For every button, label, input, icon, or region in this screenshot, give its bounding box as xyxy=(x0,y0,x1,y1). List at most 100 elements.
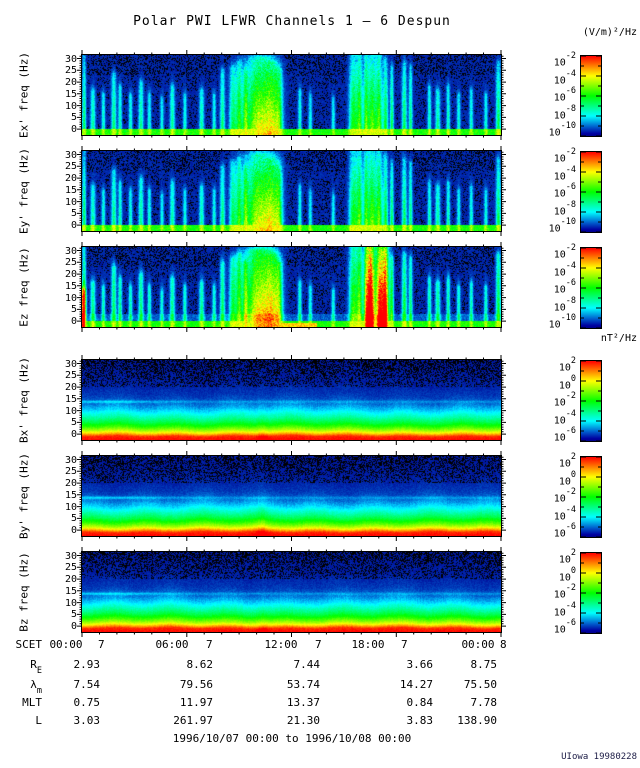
axis-frame-bz xyxy=(77,547,506,637)
colorbar-label-ey-4: 10-10 xyxy=(528,217,576,235)
colorbar-bx xyxy=(580,360,602,442)
colorbar-label-ez-2: 10-6 xyxy=(528,278,576,295)
y-tick-label-bz-10: 10 xyxy=(64,597,77,609)
y-tick-label-ez-0: 0 xyxy=(70,316,77,328)
colorbar-label-exponent: -4 xyxy=(565,408,576,419)
ephemeris-value-0-1: 8.62 xyxy=(186,658,214,671)
scet-time-2: 12:00 xyxy=(264,638,298,651)
y-tick-label-bx-25: 25 xyxy=(64,370,77,382)
scet-time-0: 00:00 xyxy=(49,638,83,651)
ephemeris-value-1-1: 79.56 xyxy=(179,678,213,691)
ephemeris-value-2-2: 13.37 xyxy=(286,696,320,709)
ephemeris-value-0-2: 7.44 xyxy=(293,658,321,671)
ephemeris-value-3-3: 3.83 xyxy=(406,714,434,727)
colorbar-bz xyxy=(580,552,602,634)
colorbar-label-base: 10 xyxy=(553,266,566,278)
colorbar-label-base: 10 xyxy=(553,57,566,69)
scet-day-3: 7 xyxy=(401,638,408,651)
colorbar-label-base: 10 xyxy=(553,432,566,444)
ephemeris-value-1-4: 75.50 xyxy=(463,678,497,691)
y-tick-label-ey-25: 25 xyxy=(64,161,77,173)
colorbar-ticks-ez xyxy=(581,248,601,328)
colorbar-label-bz-0: 102 xyxy=(528,548,576,565)
y-tick-label-bz-15: 15 xyxy=(64,585,77,597)
ephemeris-row-label-2: MLT xyxy=(0,696,42,709)
ephemeris-value-2-1: 11.97 xyxy=(179,696,213,709)
colorbar-label-base: 10 xyxy=(553,589,566,601)
colorbar-label-exponent: -8 xyxy=(565,199,576,210)
colorbar-label-base: 10 xyxy=(553,397,566,409)
colorbar-label-exponent: 2 xyxy=(570,452,576,462)
colorbar-label-base: 10 xyxy=(558,475,571,487)
row-label-text: MLT xyxy=(22,696,42,709)
y-tick-label-bz-0: 0 xyxy=(70,621,77,633)
ephemeris-value-2-4: 7.78 xyxy=(470,696,498,709)
colorbar-label-base: 10 xyxy=(553,493,566,505)
y-tick-label-ey-5: 5 xyxy=(70,208,77,220)
colorbar-label-by-0: 102 xyxy=(528,452,576,469)
colorbar-label-exponent: -2 xyxy=(565,51,576,61)
colorbar-label-exponent: -8 xyxy=(565,295,576,306)
colorbar-label-ez-4: 10-10 xyxy=(528,313,576,330)
colorbar-label-base: 10 xyxy=(558,379,571,391)
y-tick-label-ez-5: 5 xyxy=(70,304,77,316)
colorbar-label-bx-0: 102 xyxy=(528,356,576,374)
colorbar-label-base: 10 xyxy=(553,170,566,182)
spectrogram-canvas-ex xyxy=(82,55,501,135)
colorbar-label-ey-2: 10-6 xyxy=(528,182,576,199)
colorbar-label-exponent: -4 xyxy=(565,260,576,271)
colorbar-label-base: 10 xyxy=(553,414,566,426)
y-tick-label-ez-20: 20 xyxy=(64,269,77,281)
scet-time-1: 06:00 xyxy=(155,638,189,651)
axis-frame-ez xyxy=(77,242,506,332)
page-title: Polar PWI LFWR Channels 1 — 6 Despun xyxy=(133,14,451,29)
colorbar-label-exponent: -2 xyxy=(565,583,576,593)
scet-day-0: 7 xyxy=(98,638,105,651)
colorbar-label-ex-3: 10-8 xyxy=(528,104,576,121)
y-axis-label-bz: Bz freq (Hz) xyxy=(17,552,31,632)
ephemeris-value-1-0: 7.54 xyxy=(73,678,101,691)
colorbar-label-exponent: -6 xyxy=(565,86,576,96)
y-tick-label-ez-10: 10 xyxy=(64,292,77,304)
colorbar-label-ex-4: 10-10 xyxy=(528,121,576,138)
colorbar-label-exponent: -2 xyxy=(565,243,576,253)
colorbar-label-base: 10 xyxy=(548,223,561,235)
ephemeris-value-3-1: 261.97 xyxy=(173,714,213,727)
colorbar-ez xyxy=(580,247,602,329)
axis-frame-ex xyxy=(77,50,506,140)
ephemeris-value-3-0: 3.03 xyxy=(73,714,101,727)
colorbar-label-exponent: -4 xyxy=(565,68,576,79)
y-tick-label-bz-5: 5 xyxy=(70,609,77,621)
colorbar-label-base: 10 xyxy=(553,205,566,217)
colorbar-label-ey-1: 10-4 xyxy=(528,164,576,182)
y-tick-label-ez-25: 25 xyxy=(64,257,77,269)
colorbar-label-bz-4: 10-6 xyxy=(528,618,576,635)
colorbar-label-base: 10 xyxy=(553,301,566,313)
colorbar-label-exponent: -2 xyxy=(565,487,576,497)
y-tick-label-by-0: 0 xyxy=(70,525,77,537)
y-tick-label-by-15: 15 xyxy=(64,489,77,501)
y-tick-label-ey-20: 20 xyxy=(64,173,77,185)
colorbar-label-exponent: -6 xyxy=(565,182,576,192)
colorbar-label-ez-0: 10-2 xyxy=(528,243,576,260)
ephemeris-value-3-4: 138.90 xyxy=(457,714,497,727)
ephemeris-value-3-2: 21.30 xyxy=(286,714,320,727)
colorbar-label-exponent: -4 xyxy=(565,164,576,175)
spectrogram-canvas-ez xyxy=(82,247,501,327)
colorbar-label-base: 10 xyxy=(553,74,566,86)
y-tick-label-by-30: 30 xyxy=(64,454,77,466)
colorbar-label-by-2: 10-2 xyxy=(528,487,576,505)
ephemeris-row-label-3: L xyxy=(0,714,42,727)
y-tick-label-bz-30: 30 xyxy=(64,550,77,562)
scet-time-3: 18:00 xyxy=(351,638,385,651)
colorbar-label-exponent: -10 xyxy=(560,313,576,323)
ephemeris-value-0-3: 3.66 xyxy=(406,658,434,671)
colorbar-label-bz-1: 100 xyxy=(528,566,576,583)
row-label-text: R xyxy=(30,658,37,671)
colorbar-label-exponent: 0 xyxy=(570,469,576,480)
colorbar-label-base: 10 xyxy=(558,362,571,374)
scet-label: SCET xyxy=(15,638,43,651)
colorbar-ticks-ey xyxy=(581,152,601,232)
colorbar-label-ez-3: 10-8 xyxy=(528,295,576,313)
